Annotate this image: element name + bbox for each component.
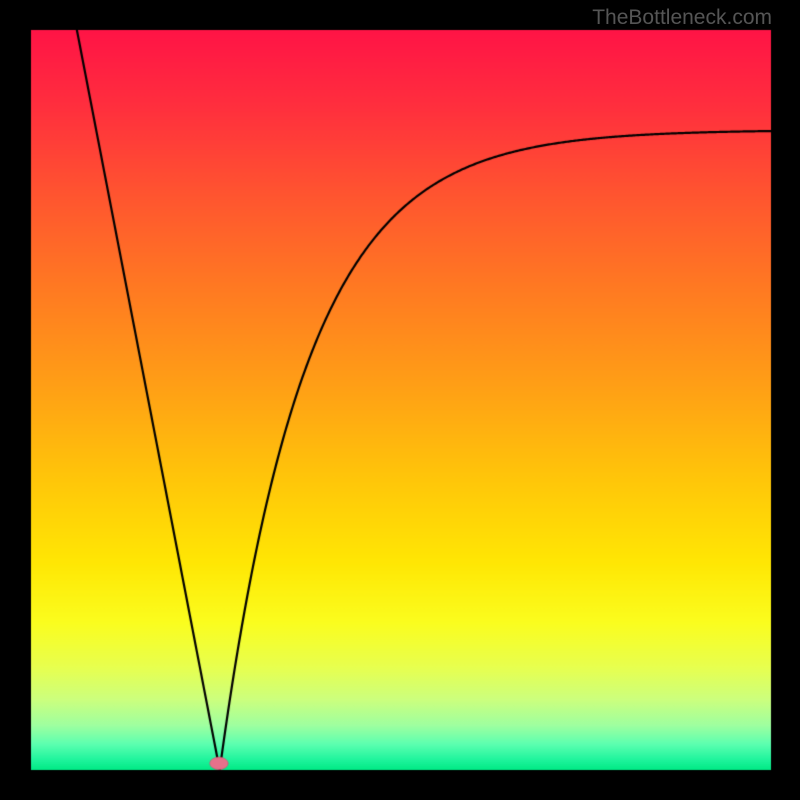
chart-stage: TheBottleneck.com xyxy=(0,0,800,800)
bottleneck-curve-chart xyxy=(0,0,800,800)
watermark-text: TheBottleneck.com xyxy=(592,6,772,30)
